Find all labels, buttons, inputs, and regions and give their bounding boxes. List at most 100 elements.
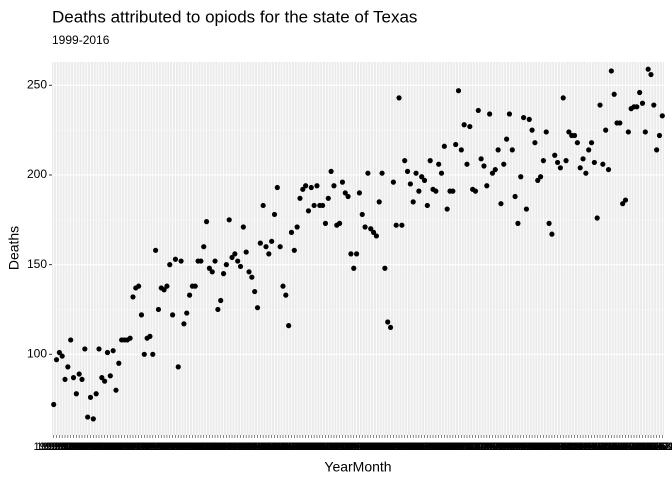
point (339, 179, 346, 185)
x-tick-label: 2014-12 (574, 441, 614, 453)
point (478, 156, 484, 162)
x-tick-label: 2016-08 (631, 441, 671, 453)
point (254, 305, 261, 311)
x-tick-label: 2007-08 (325, 441, 365, 453)
point (622, 197, 629, 203)
x-tick-label: 2015-06 (591, 441, 631, 453)
point (642, 129, 648, 135)
point (201, 244, 207, 250)
x-tick-label: 2009-02 (376, 441, 416, 453)
x-tick-label: 2009-09 (396, 441, 436, 453)
x-tick-label: 2001-11 (130, 441, 170, 453)
point (257, 240, 263, 246)
point (467, 123, 473, 130)
point (453, 141, 459, 148)
point (450, 188, 456, 194)
point (390, 179, 396, 185)
x-tick-label: 2008-10 (365, 441, 405, 453)
x-tick-label: 2001-08 (121, 441, 161, 453)
x-tick-label: 2000-03 (73, 441, 113, 453)
point (266, 251, 272, 257)
point (416, 188, 422, 194)
x-tick-label: 2013-10 (535, 441, 575, 453)
x-tick-label: 2004-08 (223, 441, 263, 453)
point (455, 88, 462, 94)
x-tick-label: 2000-04 (76, 441, 116, 453)
x-tick-label: 2007-11 (334, 441, 374, 453)
point (127, 335, 133, 341)
x-tick-label: 2000-09 (90, 441, 130, 453)
x-tick-label: 2002-09 (158, 441, 198, 453)
point (549, 231, 555, 237)
point (186, 292, 193, 298)
x-tick-label: 2013-12 (540, 441, 580, 453)
x-tick-label: 2009-04 (382, 441, 422, 453)
x-tick-label: 2008-11 (368, 441, 408, 453)
x-tick-label: 2001-06 (116, 441, 156, 453)
x-tick-label: 1999-10 (59, 441, 99, 453)
x-tick-label: 2000-08 (87, 441, 127, 453)
point (198, 258, 204, 264)
x-tick-label: 2014-11 (572, 441, 612, 453)
x-tick-label: 2009-08 (393, 441, 433, 453)
x-tick-label: 2015-10 (602, 441, 642, 453)
point (586, 147, 592, 153)
point (484, 183, 490, 189)
point (303, 183, 309, 189)
x-tick-label: 2001-10 (127, 441, 167, 453)
point (209, 269, 215, 275)
point (153, 247, 159, 253)
point (110, 348, 116, 354)
x-tick-label: 1999-02 (36, 441, 76, 453)
point (113, 387, 119, 393)
x-axis-label: YearMonth (324, 459, 391, 475)
point (59, 353, 65, 359)
x-tick-label: 2012-02 (478, 441, 518, 453)
point (639, 100, 646, 106)
x-tick-label: 2003-02 (172, 441, 212, 453)
x-tick-label: 2011-03 (447, 441, 487, 453)
x-tick-label: 2006-07 (288, 441, 328, 453)
point (62, 376, 68, 383)
x-tick-label: 2010-09 (430, 441, 470, 453)
x-tick-label: 2004-11 (232, 441, 272, 453)
x-tick-label: 2002-04 (144, 441, 184, 453)
x-tick-label: 2010-10 (433, 441, 473, 453)
x-tick-label: 2001-07 (118, 441, 158, 453)
x-tick-label: 2011-05 (453, 441, 493, 453)
x-tick-label: 2002-06 (150, 441, 190, 453)
point (588, 140, 595, 146)
x-tick-label: 2011-12 (473, 441, 513, 453)
x-tick-label: 2005-01 (237, 441, 277, 453)
point (161, 287, 167, 293)
x-tick-label: 2016-11 (640, 441, 672, 453)
x-tick-label: 2014-08 (563, 441, 603, 453)
x-tick-label: 2004-10 (229, 441, 269, 453)
point (164, 283, 170, 289)
x-tick-label: 2010-11 (436, 441, 476, 453)
point (396, 95, 402, 101)
point (472, 188, 479, 194)
x-tick-label: 2013-03 (515, 441, 555, 453)
point (311, 202, 317, 209)
point (543, 129, 549, 135)
x-tick-label: 2007-01 (305, 441, 345, 453)
point (203, 219, 210, 225)
x-tick-label: 2005-05 (249, 441, 289, 453)
x-tick-label: 2014-04 (552, 441, 592, 453)
point (155, 306, 162, 313)
point (147, 333, 153, 339)
point (532, 140, 538, 146)
point (489, 170, 496, 176)
point (368, 226, 374, 232)
point (116, 360, 122, 366)
point (574, 140, 580, 146)
x-tick-label: 2005-12 (268, 441, 308, 453)
x-tick-label: 2008-03 (345, 441, 385, 453)
x-tick-label: 2005-06 (251, 441, 291, 453)
x-tick-label: 2002-02 (138, 441, 178, 453)
x-tick-label: 2010-12 (438, 441, 478, 453)
point (280, 283, 286, 289)
x-tick-label: 2010-04 (416, 441, 456, 453)
